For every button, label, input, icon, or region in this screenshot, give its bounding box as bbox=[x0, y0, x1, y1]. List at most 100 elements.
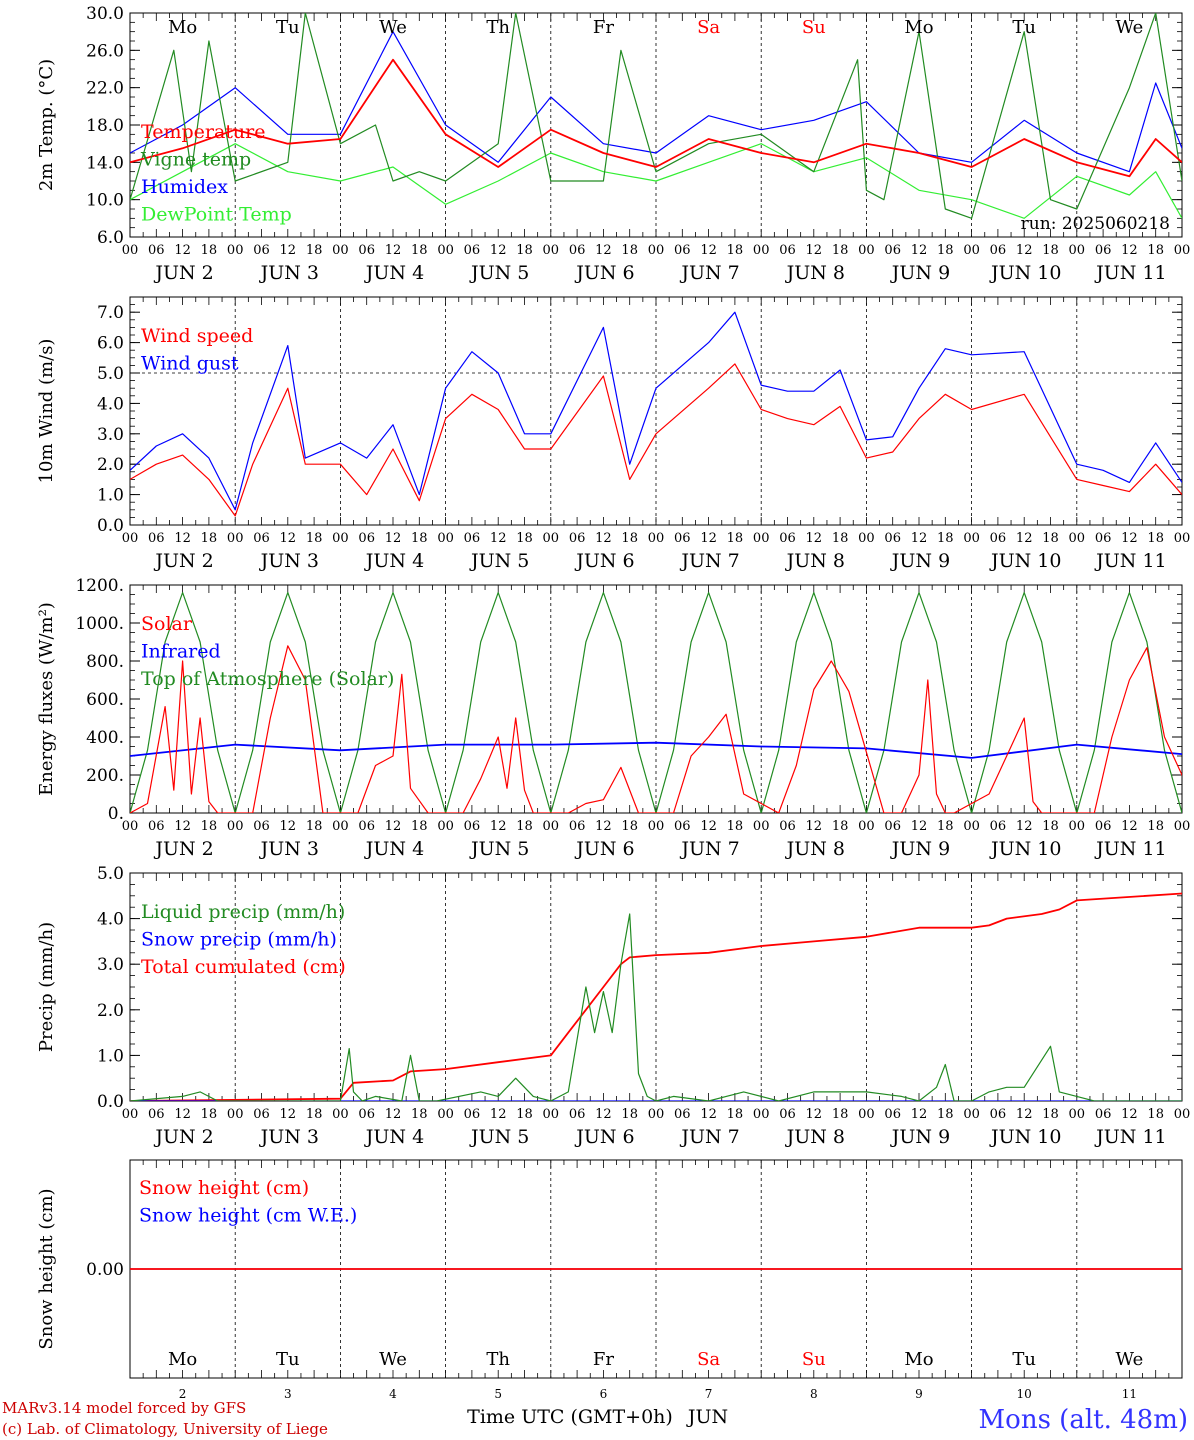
series-group bbox=[130, 892, 1182, 1101]
weekday-label: Mo bbox=[168, 17, 197, 38]
legend-entry: DewPoint Temp bbox=[141, 204, 292, 226]
x-hour-label: 00 bbox=[753, 819, 770, 834]
panel-precip: 0.0 1.0 2.0 3.0 4.0 5.0 Precip (mm/h) Liquid pr… bbox=[36, 864, 1190, 1148]
x-hour-label: 06 bbox=[884, 531, 901, 546]
credit-lab: (c) Lab. of Climatology, University of L… bbox=[2, 1420, 328, 1438]
panel-temp: 6.0 10.0 14.0 18.0 22.0 26.0 30.0 2m Temp. (°C)… bbox=[36, 4, 1190, 284]
legend-entry: Vigne temp bbox=[140, 149, 251, 171]
series-line-wind-speed bbox=[130, 363, 1182, 517]
panel-energy: 0. 200. 400. 600. 800. 1000. 1200. Energy fluxe… bbox=[36, 576, 1190, 860]
x-hour-label: 18 bbox=[516, 243, 533, 258]
legend-entry: Infrared bbox=[141, 641, 221, 663]
y-axis-label: Precip (mm/h) bbox=[36, 922, 57, 1052]
y-tick-label: 400. bbox=[86, 728, 124, 748]
x-hour-label: 18 bbox=[306, 819, 323, 834]
x-hour-label: 00 bbox=[332, 243, 349, 258]
x-hour-label: 06 bbox=[990, 531, 1007, 546]
x-date-label: JUN 6 bbox=[574, 1126, 634, 1148]
x-hour-label: 00 bbox=[858, 1107, 875, 1122]
y-tick-label: 1.0 bbox=[97, 1046, 124, 1066]
weekday-label: Th bbox=[486, 17, 510, 38]
x-date-label: JUN 8 bbox=[785, 262, 845, 284]
x-day-number: 6 bbox=[600, 1387, 608, 1401]
weekday-label: Su bbox=[802, 17, 826, 38]
x-hour-label: 06 bbox=[358, 1107, 375, 1122]
x-hour-label: 06 bbox=[1095, 1107, 1112, 1122]
x-hour-label: 00 bbox=[437, 1107, 454, 1122]
x-hour-label: 06 bbox=[884, 819, 901, 834]
x-hour-label: 06 bbox=[1095, 243, 1112, 258]
legend-entry: Snow height (cm) bbox=[139, 1177, 309, 1199]
x-hour-label: 06 bbox=[358, 819, 375, 834]
x-hour-label: 12 bbox=[1016, 243, 1033, 258]
y-tick-label: 1200. bbox=[75, 576, 124, 596]
x-hour-label: 00 bbox=[858, 819, 875, 834]
x-hour-label: 06 bbox=[569, 819, 586, 834]
xaxis-title: Time UTC (GMT+0h) bbox=[467, 1406, 673, 1428]
x-hour-label: 12 bbox=[174, 819, 191, 834]
x-date-label: JUN 2 bbox=[153, 838, 213, 860]
x-hour-label: 00 bbox=[753, 1107, 770, 1122]
weekday-label: Tu bbox=[276, 17, 300, 38]
weekday-label: Tu bbox=[1012, 1349, 1036, 1370]
x-hour-label: 00 bbox=[227, 531, 244, 546]
x-hour-label: 06 bbox=[464, 243, 481, 258]
x-hour-label: 12 bbox=[385, 531, 402, 546]
x-hour-label: 00 bbox=[543, 531, 560, 546]
x-hour-label: 18 bbox=[621, 531, 638, 546]
x-hour-label: 00 bbox=[1174, 243, 1191, 258]
chart-footer: Time UTC (GMT+0h) JUN MARv3.14 model for… bbox=[2, 1399, 1188, 1438]
x-hour-label: 06 bbox=[464, 1107, 481, 1122]
x-hour-label: 18 bbox=[411, 243, 428, 258]
x-hour-label: 00 bbox=[543, 819, 560, 834]
x-hour-label: 00 bbox=[963, 819, 980, 834]
y-tick-label: 6.0 bbox=[97, 334, 124, 354]
y-axis-label: Energy fluxes (W/m²) bbox=[36, 602, 57, 796]
x-hour-label: 00 bbox=[1174, 531, 1191, 546]
x-hour-label: 18 bbox=[1042, 531, 1059, 546]
weekday-label: Tu bbox=[276, 1349, 300, 1370]
x-hour-label: 18 bbox=[516, 1107, 533, 1122]
y-tick-label: 6.0 bbox=[97, 228, 124, 248]
series-group bbox=[130, 13, 1182, 219]
x-hour-label: 00 bbox=[963, 531, 980, 546]
x-hour-label: 18 bbox=[1042, 243, 1059, 258]
x-hour-label: 18 bbox=[727, 819, 744, 834]
x-hour-label: 00 bbox=[437, 819, 454, 834]
x-hour-label: 12 bbox=[700, 243, 717, 258]
x-hour-label: 18 bbox=[411, 1107, 428, 1122]
x-hour-label: 06 bbox=[253, 531, 270, 546]
x-hour-label: 12 bbox=[280, 531, 297, 546]
x-hour-label: 12 bbox=[700, 1107, 717, 1122]
x-hour-label: 12 bbox=[911, 243, 928, 258]
series-line-liquid-precip-mm-h bbox=[130, 913, 1182, 1101]
x-hour-label: 12 bbox=[595, 1107, 612, 1122]
weekday-label: Tu bbox=[1012, 17, 1036, 38]
y-tick-label: 800. bbox=[86, 652, 124, 672]
x-hour-label: 00 bbox=[1069, 531, 1086, 546]
x-date-label: JUN 8 bbox=[785, 838, 845, 860]
x-hour-label: 12 bbox=[806, 531, 823, 546]
legend-entry: Wind speed bbox=[141, 325, 253, 347]
x-date-label: JUN 10 bbox=[989, 838, 1061, 860]
x-day-number: 5 bbox=[494, 1387, 502, 1401]
x-hour-label: 00 bbox=[858, 531, 875, 546]
x-hour-label: 12 bbox=[595, 531, 612, 546]
weekday-label: We bbox=[1116, 17, 1144, 38]
x-hour-label: 06 bbox=[358, 531, 375, 546]
series-group bbox=[130, 591, 1182, 813]
x-hour-label: 06 bbox=[464, 819, 481, 834]
x-date-label: JUN 11 bbox=[1094, 1126, 1166, 1148]
x-date-label: JUN 4 bbox=[364, 550, 424, 572]
weekday-label: Mo bbox=[904, 17, 933, 38]
x-hour-label: 12 bbox=[490, 243, 507, 258]
weekday-label: Sa bbox=[697, 1349, 720, 1370]
x-date-label: JUN 3 bbox=[259, 838, 319, 860]
x-hour-label: 06 bbox=[674, 1107, 691, 1122]
x-hour-label: 00 bbox=[122, 1107, 139, 1122]
x-date-label: JUN 5 bbox=[469, 550, 529, 572]
x-hour-label: 12 bbox=[595, 819, 612, 834]
weekday-label: Mo bbox=[168, 1349, 197, 1370]
x-day-number: 11 bbox=[1122, 1387, 1137, 1401]
y-tick-label: 7.0 bbox=[97, 303, 124, 323]
